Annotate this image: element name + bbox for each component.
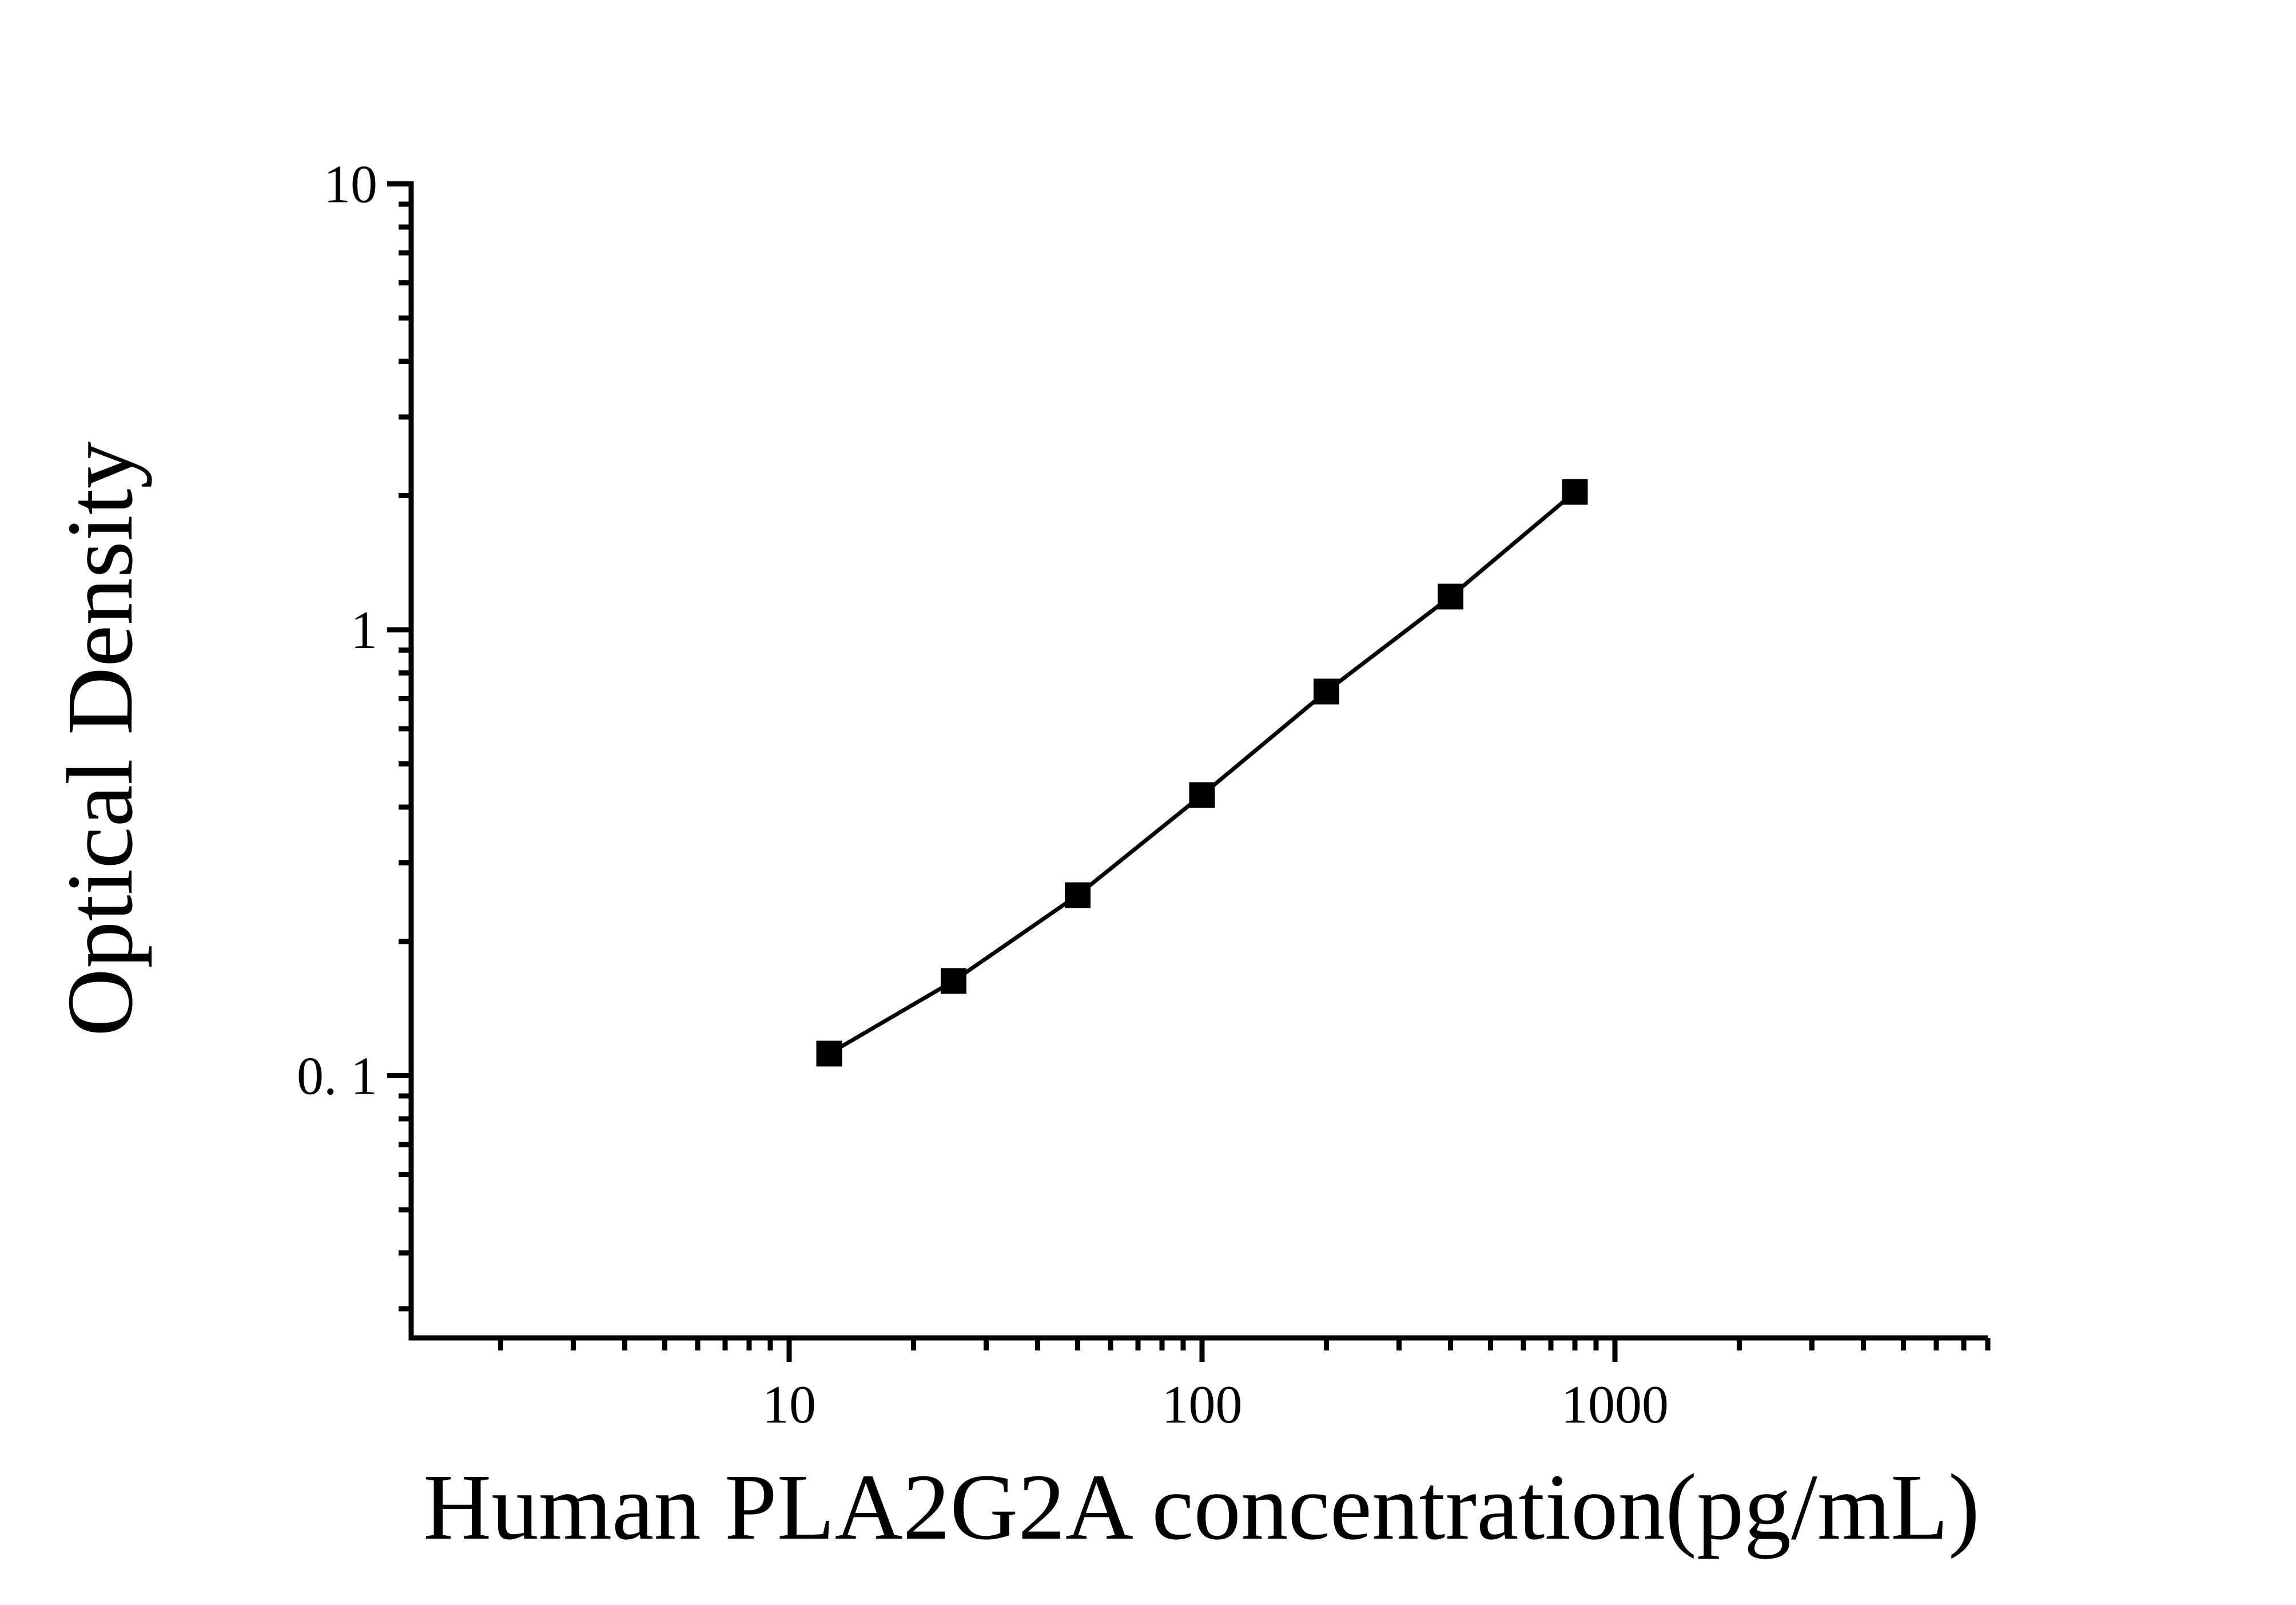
tick-label-layer: 10 100 1000 10 1 0. 1 (297, 155, 1669, 1435)
data-point-marker (816, 1040, 842, 1067)
data-point-marker (1065, 882, 1091, 908)
y-tick-label: 1 (351, 601, 377, 660)
x-tick-label: 1000 (1561, 1375, 1669, 1435)
x-tick-label: 10 (762, 1375, 816, 1435)
data-point-marker (1189, 782, 1215, 808)
x-axis-title: Human PLA2G2A concentration(pg/mL) (423, 1455, 1980, 1559)
data-point-marker (1438, 583, 1464, 610)
y-tick-label: 0. 1 (297, 1047, 377, 1106)
y-tick-label: 10 (324, 155, 377, 214)
standard-curve-series (816, 479, 1588, 1067)
axes-layer (387, 181, 1991, 1362)
data-point-marker (1562, 479, 1588, 505)
data-point-marker (1313, 678, 1339, 705)
y-axis-title: Optical Density (47, 442, 152, 1036)
x-tick-label: 100 (1162, 1375, 1243, 1435)
data-point-marker (940, 968, 966, 994)
